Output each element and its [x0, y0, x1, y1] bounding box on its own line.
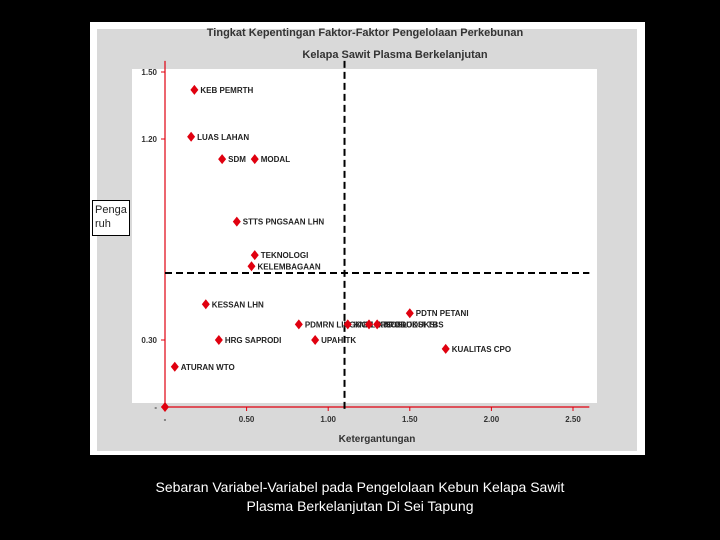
y-tick-label: 0.30: [141, 336, 157, 345]
data-point-label: KELEMBAGAAN: [257, 262, 320, 271]
data-point: [294, 319, 303, 330]
x-axis-title: Ketergantungan: [339, 434, 416, 445]
chart-image: Tingkat Kepentingan Faktor-Faktor Pengel…: [90, 22, 645, 455]
data-point: [187, 131, 196, 142]
y-axis-title: Penga ruh: [92, 200, 130, 236]
data-point: [311, 335, 320, 345]
data-point: [365, 319, 373, 330]
x-tick-label: 1.00: [320, 415, 336, 424]
data-point: [232, 216, 241, 227]
data-point-label: PDMRN LINGKGN: [305, 320, 374, 329]
data-point-label: LUAS LAHAN: [197, 133, 249, 142]
y-axis-title-line-2: ruh: [95, 218, 111, 230]
data-point: [190, 84, 199, 95]
data-point: [218, 154, 227, 165]
data-point: [373, 319, 382, 330]
y-tick-label: 1.50: [141, 68, 157, 77]
quadrant-lines: [165, 60, 590, 412]
data-points: KEB PEMRTH LUAS LAHAN SDM MODAL STTS PNGSAAN…: [161, 84, 511, 412]
data-point-label: PDTN PETANI: [416, 309, 469, 318]
caption-line-1: Sebaran Variabel-Variabel pada Pengelola…: [155, 479, 565, 495]
data-point-label: MODAL: [261, 155, 290, 164]
data-point-label: KEB PEMRTH: [200, 86, 253, 95]
data-point: [201, 299, 210, 310]
data-point-label: HRG SAPRODI: [225, 336, 281, 345]
data-point-label: STTS PNGSAAN LHN: [243, 218, 325, 227]
y-axis-title-line-1: Penga: [95, 204, 127, 216]
slide-caption: Sebaran Variabel-Variabel pada Pengelola…: [0, 478, 720, 516]
data-point: [250, 154, 259, 165]
data-point-label: KUALITAS CPO: [452, 345, 511, 354]
data-point-label: HRG PRODUKSI: [375, 320, 437, 329]
y-tick-label: -: [154, 403, 157, 412]
data-point-label: PRODUKSI TBS: [383, 320, 444, 329]
x-tick-label: 0.50: [239, 415, 255, 424]
data-point: [214, 335, 223, 345]
data-point: [161, 402, 169, 412]
x-tick-label: 2.00: [484, 415, 500, 424]
data-point: [343, 319, 352, 330]
data-point-label: TEKNOLOGI: [261, 251, 309, 260]
x-tick-label: 2.50: [565, 415, 581, 424]
data-point: [441, 343, 450, 354]
data-point-label: UPAH TK: [321, 336, 356, 345]
y-tick-label: 1.20: [141, 135, 157, 144]
axes: - 0.50 1.00 1.50 2.00 2.50 - 0.30 1.20 1.50: [141, 60, 590, 424]
x-tick-label: 1.50: [402, 415, 418, 424]
data-point: [170, 361, 179, 372]
data-point-label: SDM: [228, 155, 246, 164]
chart-title-line-2: Kelapa Sawit Plasma Berkelanjutan: [302, 49, 488, 61]
data-point: [247, 261, 256, 272]
chart-title-line-1: Tingkat Kepentingan Faktor-Faktor Pengel…: [207, 27, 524, 39]
data-point-label: KESSAN LHN: [212, 300, 264, 309]
scatter-chart: Tingkat Kepentingan Faktor-Faktor Pengel…: [97, 27, 637, 451]
data-point: [405, 308, 414, 319]
x-tick-label: -: [164, 415, 167, 424]
data-point: [250, 250, 259, 261]
data-point-label: ATURAN WTO: [181, 363, 235, 372]
caption-line-2: Plasma Berkelanjutan Di Sei Tapung: [246, 498, 474, 514]
plot-panel: [132, 69, 597, 403]
